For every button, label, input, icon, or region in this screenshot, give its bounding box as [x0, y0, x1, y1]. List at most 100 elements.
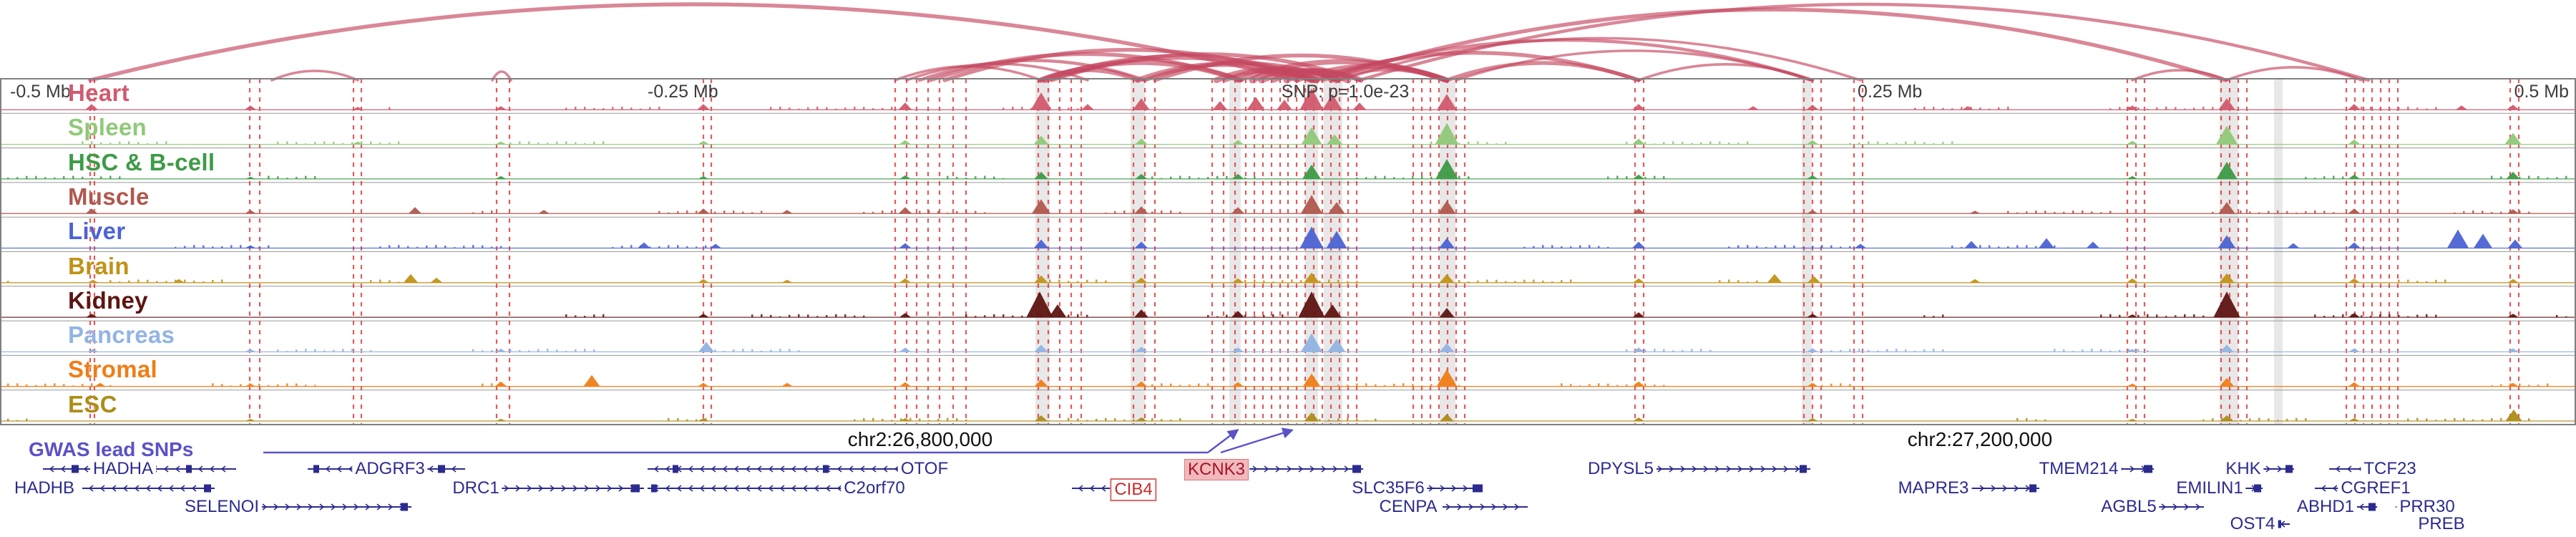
signal-noise [1151, 384, 1153, 387]
gene-strand-chevron [175, 465, 180, 473]
signal-noise [1412, 384, 1414, 387]
signal-noise [1226, 175, 1228, 179]
signal-noise [2147, 108, 2149, 110]
signal-peak [1231, 207, 1245, 214]
signal-noise [1002, 314, 1005, 318]
signal-noise [109, 142, 112, 145]
signal-noise [2528, 384, 2530, 387]
signal-noise [1468, 176, 1470, 179]
signal-peak [1439, 343, 1455, 352]
signal-noise [677, 245, 679, 248]
signal-noise [398, 141, 400, 145]
signal-peak [2127, 314, 2138, 318]
gene-strand-chevron [1252, 465, 1258, 473]
signal-peak [1327, 134, 1342, 145]
signal-noise [1263, 315, 1265, 318]
signal-noise [221, 279, 223, 283]
gene-strand-chevron [191, 485, 197, 492]
gene-strand-chevron [1078, 485, 1083, 492]
signal-noise [2398, 107, 2400, 110]
gene-label-agbl5: AGBL5 [2098, 497, 2160, 517]
signal-noise [54, 177, 56, 179]
signal-noise [286, 141, 288, 145]
signal-peak [1134, 241, 1148, 248]
signal-peak [698, 342, 714, 352]
gene-strand-chevron [2172, 503, 2178, 511]
signal-noise [584, 349, 586, 352]
signal-peak [583, 374, 600, 387]
signal-noise [1561, 280, 1563, 283]
signal-noise [2109, 211, 2112, 214]
signal-noise [1123, 419, 1126, 421]
signal-noise [1365, 383, 1367, 387]
signal-noise [2202, 419, 2205, 421]
signal-peak [245, 419, 256, 421]
signal-peak [1034, 171, 1048, 179]
track-label-pancreas: Pancreas [68, 321, 175, 349]
signal-noise [1226, 314, 1228, 318]
signal-noise [1607, 176, 1609, 179]
signal-noise [119, 141, 121, 145]
signal-peak [899, 313, 912, 318]
signal-noise [1430, 384, 1433, 387]
signal-noise [323, 350, 326, 352]
signal-noise [602, 141, 605, 145]
signal-noise [2249, 211, 2251, 214]
gene-strand-chevron [2335, 465, 2341, 473]
interaction-arc [1050, 52, 1362, 82]
signal-noise [109, 384, 112, 387]
signal-noise [1170, 383, 1172, 387]
gene-strand-chevron [220, 465, 226, 473]
gene-strand-chevron [1514, 503, 1520, 511]
signal-peak [1438, 200, 1456, 214]
gwas-lead-snps-label: GWAS lead SNPs [29, 438, 194, 460]
signal-noise [2379, 107, 2381, 110]
signal-noise [2519, 176, 2521, 179]
signal-noise [2258, 417, 2260, 421]
signal-noise [1979, 107, 1981, 110]
signal-noise [2426, 314, 2428, 318]
signal-peak [1807, 418, 1818, 421]
signal-noise [733, 210, 735, 214]
signal-peak [697, 104, 710, 110]
signal-noise [2091, 349, 2093, 352]
gene-strand-chevron [2346, 465, 2352, 473]
signal-noise [863, 107, 865, 110]
signal-noise [128, 141, 130, 145]
gene-label-emilin1: EMILIN1 [2173, 478, 2246, 498]
gene-strand-chevron [1309, 465, 1315, 473]
gene-exon-block [673, 465, 678, 473]
signal-peak [1304, 412, 1319, 421]
axis-label-left: -0.5 Mb [10, 82, 71, 102]
signal-noise [1254, 279, 1256, 283]
signal-noise [1068, 107, 1070, 110]
signal-noise [26, 175, 28, 179]
signal-noise [193, 245, 195, 248]
signal-noise [816, 316, 819, 318]
signal-noise [1282, 280, 1284, 283]
signal-peak [1435, 122, 1459, 145]
signal-noise [1356, 281, 1358, 283]
signal-noise [882, 107, 884, 110]
signal-noise [2054, 245, 2056, 248]
signal-peak [1033, 239, 1049, 248]
gene-strand-chevron [163, 465, 169, 473]
gene-strand-chevron [388, 503, 394, 511]
signal-noise [1272, 281, 1274, 283]
gene-label-hadha: HADHA [89, 459, 157, 479]
signal-noise [2528, 175, 2530, 179]
signal-noise [2537, 175, 2540, 179]
signal-noise [7, 281, 9, 283]
gene-strand-chevron [1714, 465, 1720, 473]
signal-noise [1068, 314, 1070, 318]
gene-strand-chevron [756, 465, 762, 473]
signal-noise [1077, 281, 1079, 283]
signal-noise [789, 349, 791, 352]
signal-noise [928, 210, 930, 214]
gene-strand-chevron [1979, 485, 1985, 492]
signal-peak [1632, 174, 1645, 179]
signal-noise [2268, 211, 2270, 214]
signal-noise [54, 383, 56, 387]
signal-noise [2537, 384, 2540, 387]
signal-noise [993, 314, 995, 318]
